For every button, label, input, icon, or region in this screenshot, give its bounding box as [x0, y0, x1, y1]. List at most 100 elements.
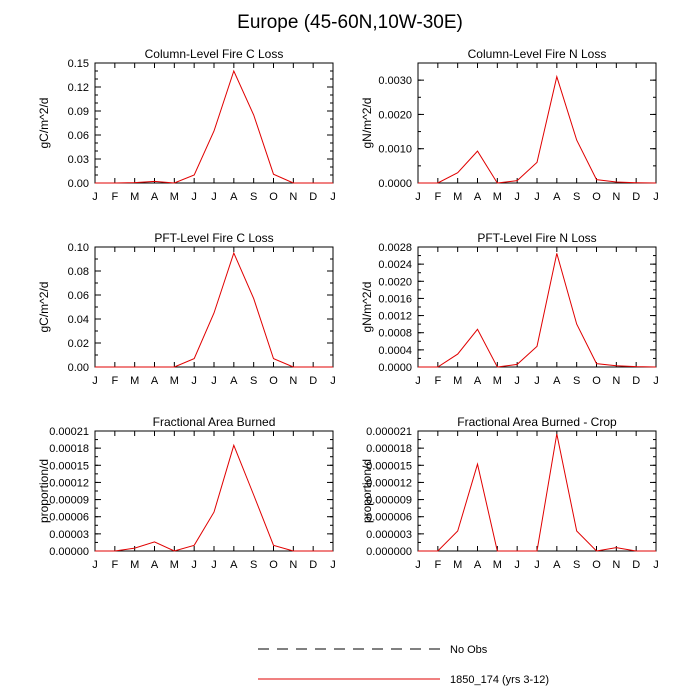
plot-frame: [94, 430, 334, 552]
chart-title: Fractional Area Burned: [153, 415, 276, 429]
x-tick-label: J: [514, 191, 520, 203]
x-tick-label: J: [191, 559, 197, 571]
x-tick-label: A: [474, 375, 482, 387]
x-tick-label: A: [553, 191, 561, 203]
y-axis-label: gN/m^2/d: [360, 282, 374, 333]
x-tick-label: J: [514, 559, 520, 571]
x-tick-label: A: [474, 191, 482, 203]
x-tick-label: F: [111, 559, 118, 571]
x-tick-label: J: [653, 191, 659, 203]
x-tick-label: S: [573, 559, 580, 571]
y-axis-label: gC/m^2/d: [37, 98, 51, 149]
x-tick-label: N: [612, 559, 620, 571]
chart-title: PFT-Level Fire C Loss: [154, 231, 273, 245]
x-tick-label: M: [453, 375, 462, 387]
series-line: [418, 253, 657, 368]
x-tick-label: D: [632, 375, 640, 387]
y-tick-label: 0.06: [68, 130, 89, 142]
x-tick-label: M: [130, 191, 139, 203]
x-tick-label: J: [653, 375, 659, 387]
series-line: [418, 74, 657, 184]
y-tick-label: 0.000018: [366, 443, 412, 455]
page-title: Europe (45-60N,10W-30E): [237, 12, 463, 33]
y-tick-label: 0.00012: [49, 477, 89, 489]
x-tick-label: D: [632, 191, 640, 203]
x-tick-label: A: [553, 559, 561, 571]
x-tick-label: J: [92, 375, 98, 387]
x-tick-label: M: [130, 375, 139, 387]
y-tick-label: 0.000015: [366, 460, 412, 472]
plot-frame: [94, 62, 334, 184]
y-tick-label: 0.0000: [378, 362, 412, 374]
chart-title: Column-Level Fire C Loss: [145, 47, 284, 61]
x-tick-label: S: [573, 191, 580, 203]
y-tick-label: 0.0012: [378, 311, 412, 323]
y-tick-label: 0.000003: [366, 529, 412, 541]
series-line: [95, 443, 333, 552]
y-tick-label: 0.12: [68, 82, 89, 94]
y-tick-label: 0.03: [68, 154, 89, 166]
y-tick-label: 0.000012: [366, 477, 412, 489]
x-tick-label: A: [230, 375, 238, 387]
x-tick-label: D: [309, 191, 317, 203]
x-tick-label: F: [111, 375, 118, 387]
x-tick-label: J: [534, 375, 540, 387]
y-tick-label: 0.15: [68, 58, 89, 70]
x-tick-label: J: [514, 375, 520, 387]
series-line: [418, 433, 656, 552]
y-tick-label: 0.00009: [49, 495, 89, 507]
x-tick-label: D: [309, 375, 317, 387]
chart-title: Column-Level Fire N Loss: [468, 47, 607, 61]
x-tick-label: N: [612, 375, 620, 387]
x-tick-label: F: [434, 559, 441, 571]
x-tick-label: S: [573, 375, 580, 387]
y-tick-label: 0.0024: [378, 259, 412, 271]
y-tick-label: 0.00: [68, 362, 89, 374]
x-tick-label: F: [111, 191, 118, 203]
x-tick-label: J: [211, 375, 217, 387]
x-tick-label: S: [250, 375, 257, 387]
x-tick-label: N: [289, 191, 297, 203]
x-tick-label: O: [269, 559, 278, 571]
plot-frame: [417, 62, 657, 184]
x-tick-label: J: [415, 559, 421, 571]
x-tick-label: J: [92, 191, 98, 203]
x-tick-label: M: [493, 191, 502, 203]
x-tick-label: M: [493, 559, 502, 571]
x-tick-label: N: [289, 559, 297, 571]
x-tick-label: O: [269, 191, 278, 203]
x-tick-label: J: [92, 559, 98, 571]
x-tick-label: J: [211, 191, 217, 203]
x-tick-label: D: [632, 559, 640, 571]
y-tick-label: 0.0010: [378, 144, 412, 156]
y-tick-label: 0.00003: [49, 529, 89, 541]
x-tick-label: J: [330, 375, 336, 387]
x-tick-label: S: [250, 559, 257, 571]
x-tick-label: J: [415, 375, 421, 387]
x-tick-label: O: [592, 191, 601, 203]
y-tick-label: 0.0016: [378, 293, 412, 305]
y-tick-label: 0.08: [68, 266, 89, 278]
x-tick-label: N: [612, 191, 620, 203]
x-tick-label: J: [534, 191, 540, 203]
y-tick-label: 0.00006: [49, 512, 89, 524]
chart-title: Fractional Area Burned - Crop: [457, 415, 617, 429]
y-tick-label: 0.0020: [378, 276, 412, 288]
x-tick-label: J: [330, 559, 336, 571]
x-tick-label: M: [493, 375, 502, 387]
y-axis-label: gN/m^2/d: [360, 98, 374, 149]
x-tick-label: J: [415, 191, 421, 203]
y-tick-label: 0.00018: [49, 443, 89, 455]
y-axis-label: gC/m^2/d: [37, 282, 51, 333]
x-tick-label: A: [151, 191, 159, 203]
x-tick-label: M: [170, 191, 179, 203]
y-tick-label: 0.00: [68, 178, 89, 190]
x-tick-label: D: [309, 559, 317, 571]
x-tick-label: F: [434, 375, 441, 387]
x-tick-label: A: [230, 191, 238, 203]
x-tick-label: M: [170, 375, 179, 387]
legend-model-label: 1850_174 (yrs 3-12): [450, 674, 549, 686]
y-tick-label: 0.0030: [378, 75, 412, 87]
series-line: [95, 251, 333, 368]
y-tick-label: 0.02: [68, 338, 89, 350]
